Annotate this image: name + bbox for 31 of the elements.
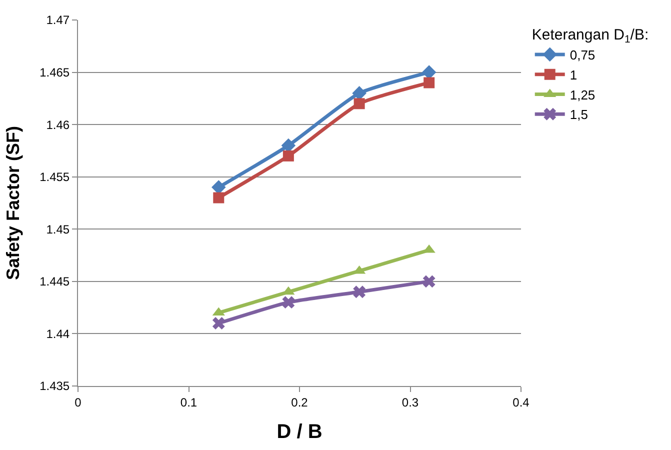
legend-label: 1,25: [570, 87, 596, 102]
y-tick-label: 1.445: [40, 274, 70, 289]
y-tick-label: 1.435: [40, 379, 70, 394]
point: [212, 317, 225, 330]
y-tick-label: 1.465: [40, 65, 70, 80]
y-tick-label: 1.44: [46, 326, 70, 341]
x-axis-title: D / B: [276, 420, 322, 443]
legend-label: 1,5: [570, 107, 588, 122]
legend-label: 1: [570, 67, 578, 82]
x-tick-label: 0: [74, 395, 82, 410]
y-tick-label: 1.45: [46, 222, 70, 236]
point: [352, 86, 366, 100]
point: [282, 296, 295, 309]
point: [282, 150, 294, 162]
x-tick-label: 0.2: [291, 395, 308, 410]
point: [353, 286, 366, 298]
y-axis-title: Safety Factor (SF): [2, 126, 23, 280]
point: [424, 77, 435, 88]
point: [422, 275, 436, 288]
y-tick-label: 1.455: [40, 170, 70, 184]
point: [354, 98, 365, 110]
legend-label: 0,75: [570, 48, 596, 63]
legend-title: Keterangan D$_{1}$/B:: [532, 26, 649, 46]
y-tick-label: 1.47: [46, 13, 70, 28]
x-tick-label: 0.4: [512, 395, 530, 410]
x-tick-label: 0.1: [180, 395, 198, 410]
point: [422, 65, 436, 80]
y-tick-label: 1.46: [46, 118, 70, 132]
point: [212, 180, 226, 194]
x-tick-label: 0.3: [402, 395, 419, 410]
point: [213, 192, 224, 204]
